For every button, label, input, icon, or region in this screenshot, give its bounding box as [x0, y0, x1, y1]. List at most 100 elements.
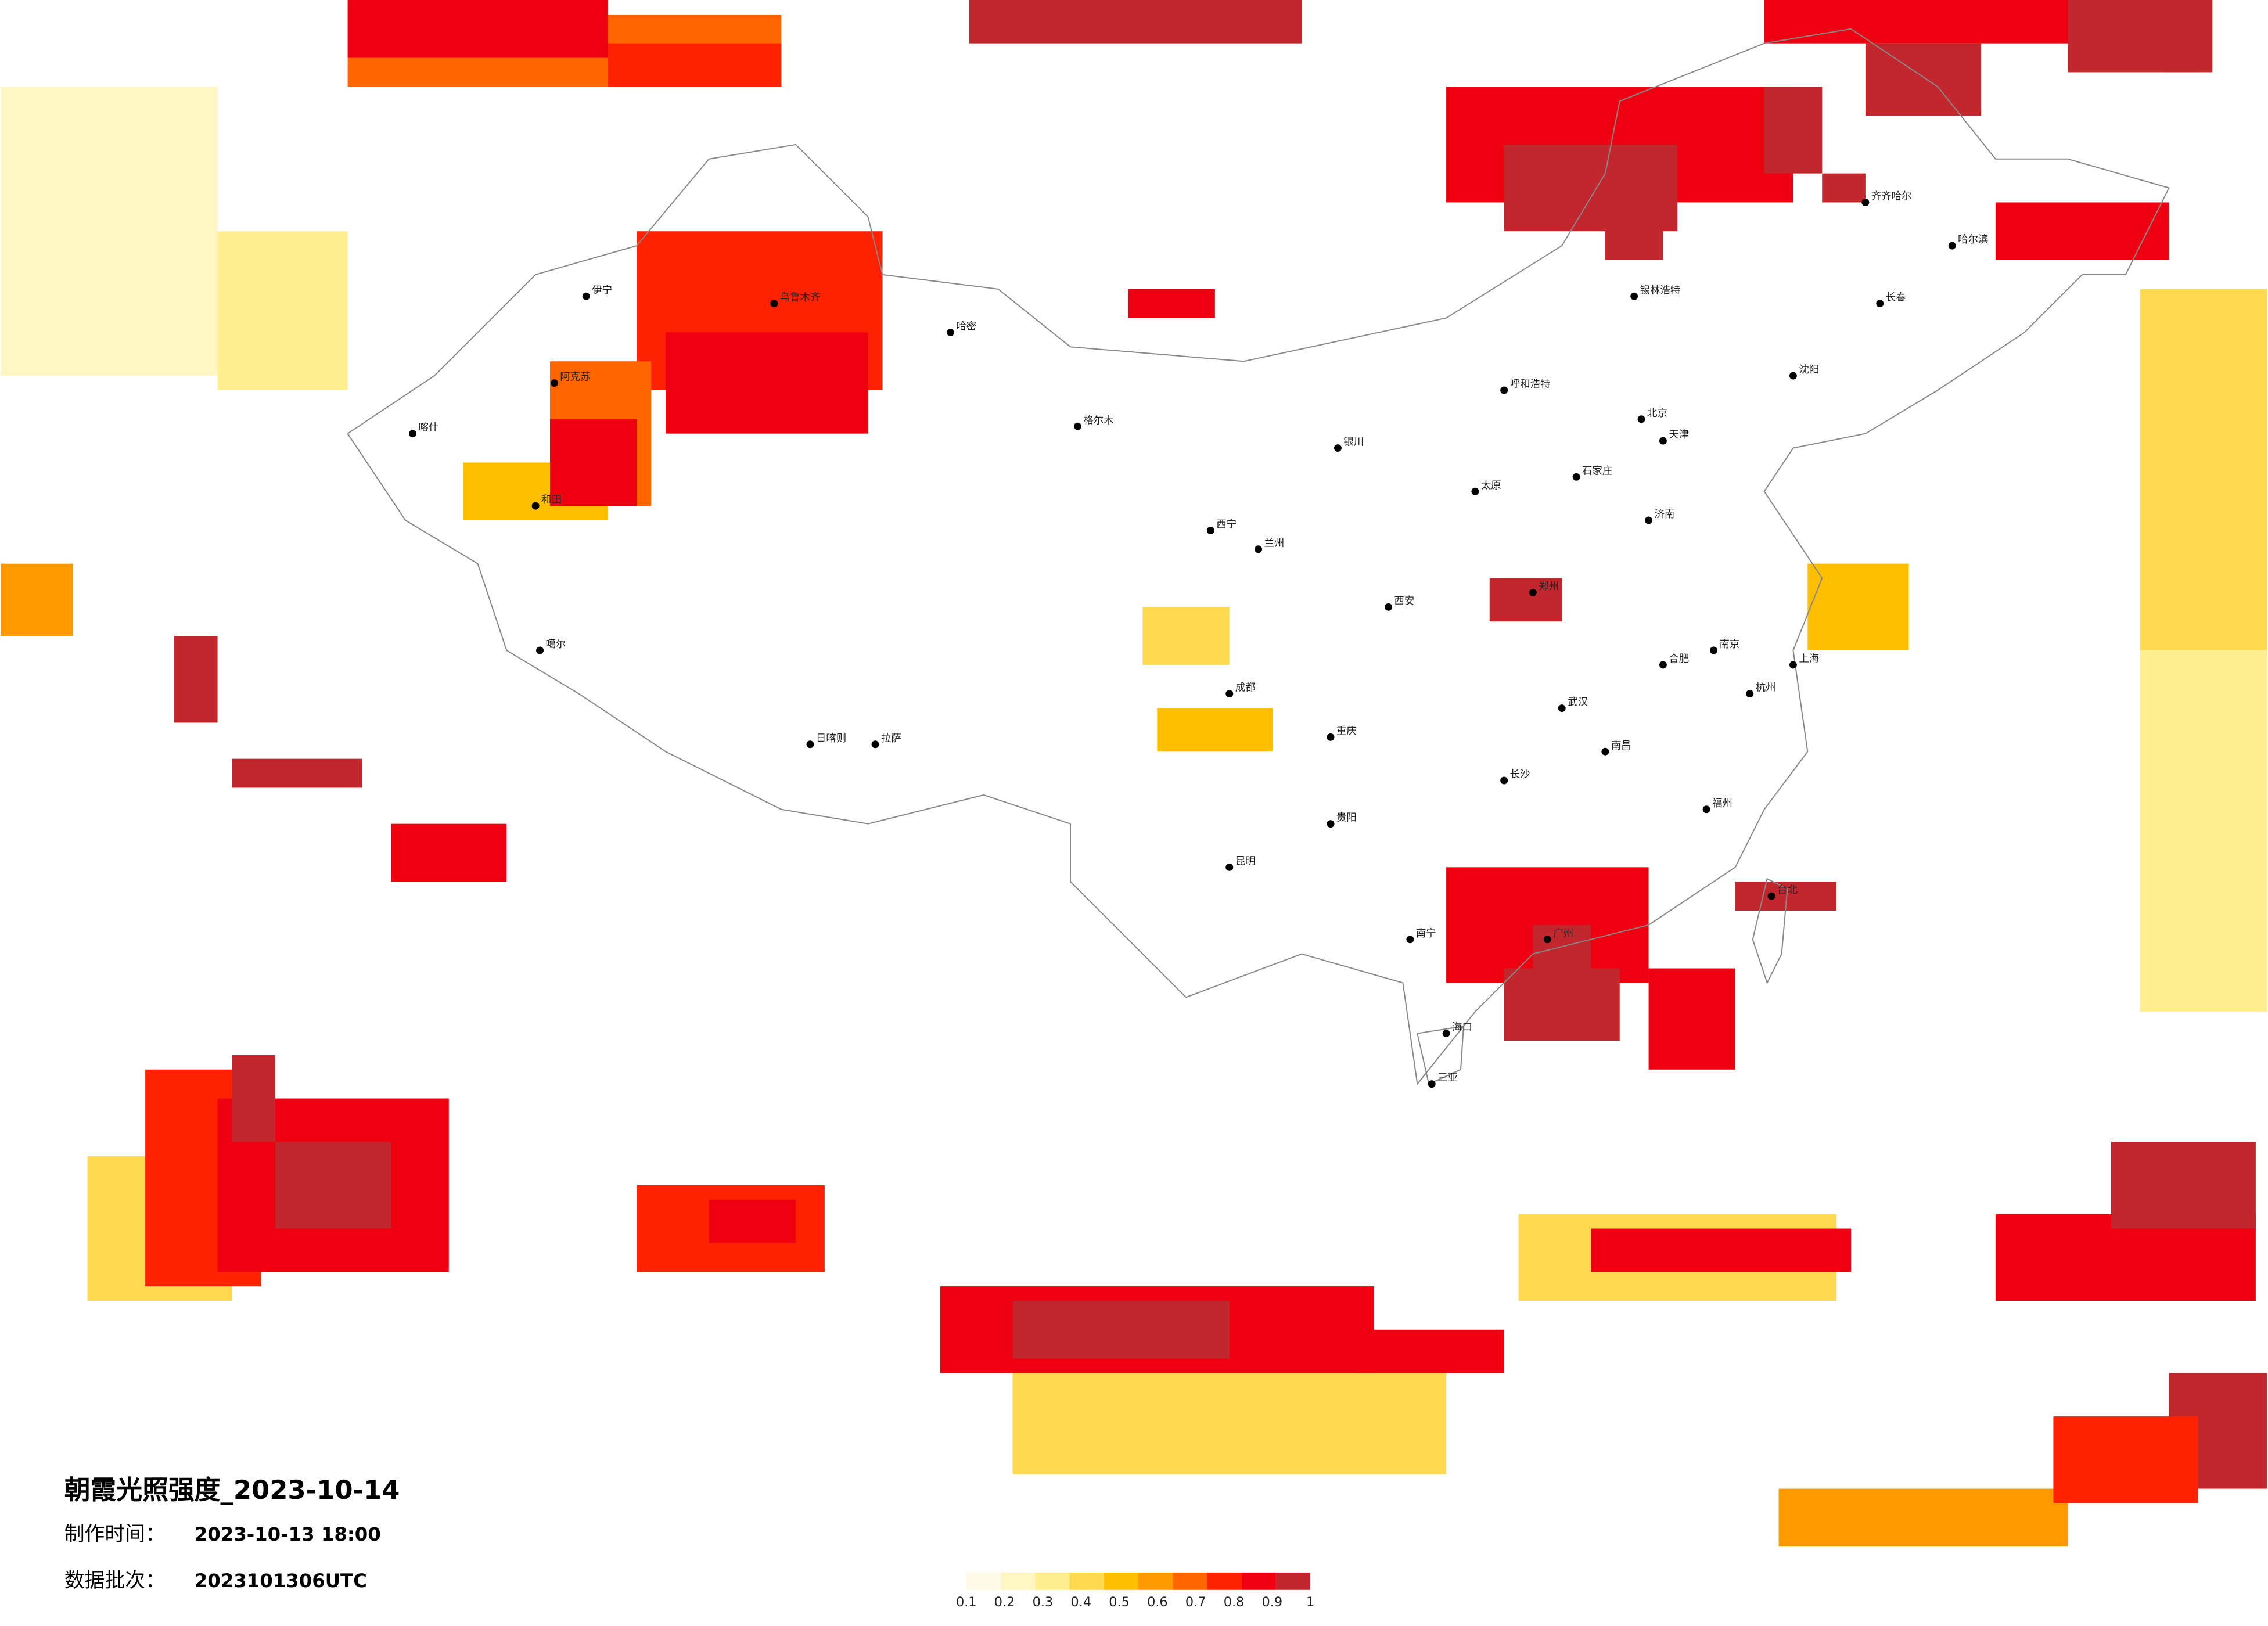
intensity-region: [1012, 1301, 1230, 1359]
city-label: 成都: [1235, 682, 1256, 694]
intensity-region: [709, 1199, 796, 1243]
intensity-region: [347, 0, 608, 58]
city-dot: [1206, 526, 1214, 534]
intensity-region: [217, 231, 348, 390]
intensity-region: [1012, 1358, 1447, 1474]
city-label: 日喀则: [816, 733, 846, 744]
intensity-region: [666, 332, 868, 434]
intensity-region: [2140, 650, 2267, 1012]
intensity-region: [2140, 289, 2267, 650]
intensity-region: [1142, 607, 1230, 665]
city-dot: [582, 292, 590, 300]
intensity-region: [391, 823, 507, 882]
intensity-region: [232, 1055, 276, 1142]
intensity-region: [1, 87, 218, 376]
city-label: 长春: [1886, 292, 1906, 304]
city-label: 呼和浩特: [1510, 379, 1551, 390]
colorbar-tick-label: 0.5: [1109, 1595, 1130, 1610]
city-label: 阿克苏: [560, 372, 590, 383]
colorbar-box: [1207, 1572, 1242, 1590]
colorbar-tick-label: 0.6: [1147, 1595, 1168, 1610]
city-dot: [1406, 936, 1414, 944]
city-label: 昆明: [1235, 855, 1256, 867]
colorbar-tick-label: 0.9: [1262, 1595, 1283, 1610]
city-dot: [1500, 386, 1508, 394]
city-dot: [1789, 661, 1797, 669]
city-dot: [1500, 776, 1508, 785]
intensity-region: [1489, 578, 1562, 622]
intensity-region: [232, 758, 362, 788]
intensity-region: [1504, 968, 1620, 1041]
intensity-region: [1807, 563, 1909, 650]
city-dot: [1710, 646, 1718, 654]
city-label: 台北: [1777, 884, 1798, 896]
city-label: 郑州: [1539, 581, 1559, 592]
intensity-region: [1157, 708, 1273, 752]
city-dot: [1225, 690, 1234, 698]
city-label: 福州: [1712, 798, 1733, 810]
city-dot: [1659, 661, 1667, 669]
city-label: 济南: [1655, 509, 1675, 520]
city-dot: [531, 502, 540, 510]
city-dot: [1645, 516, 1653, 524]
colorbar-box: [1104, 1572, 1138, 1590]
intensity-region: [549, 419, 637, 506]
city-label: 格尔木: [1083, 415, 1113, 426]
city-dot: [1767, 892, 1775, 900]
title: 朝霞光照强度_2023-10-14: [64, 1474, 400, 1505]
city-label: 三亚: [1437, 1073, 1458, 1084]
city-dot: [770, 300, 778, 308]
country-outline: [347, 28, 2170, 1086]
colorbar-box: [1001, 1572, 1036, 1590]
city-label: 喀什: [419, 422, 439, 434]
city-label: 齐齐哈尔: [1871, 190, 1912, 202]
city-dot: [550, 379, 558, 387]
island-outline: [1752, 877, 1788, 985]
city-dot: [1637, 415, 1645, 423]
city-dot: [1572, 473, 1580, 481]
colorbar-box: [1241, 1572, 1276, 1590]
colorbar-box: [1035, 1572, 1070, 1590]
city-label: 和田: [541, 494, 562, 506]
city-dot: [1746, 690, 1754, 698]
city-dot: [1428, 1080, 1436, 1088]
city-label: 长沙: [1510, 769, 1530, 780]
colorbar-tick-label: 0.3: [1033, 1595, 1054, 1610]
colorbar-box: [1138, 1572, 1173, 1590]
city-label: 伊宁: [592, 285, 612, 296]
city-dot: [1471, 487, 1479, 495]
made-label: 制作时间：: [64, 1523, 166, 1546]
intensity-region: [1865, 43, 1981, 116]
city-label: 西安: [1394, 595, 1415, 607]
city-dot: [1876, 300, 1884, 308]
colorbar-box: [966, 1572, 1001, 1590]
city-dot: [806, 740, 814, 749]
city-dot: [946, 328, 954, 336]
city-dot: [1073, 422, 1081, 430]
city-label: 沈阳: [1799, 364, 1819, 376]
colorbar-tick-label: 1: [1306, 1595, 1314, 1610]
city-dot: [1702, 805, 1710, 814]
city-dot: [1385, 603, 1393, 611]
city-dot: [1601, 747, 1609, 756]
intensity-region: [174, 636, 218, 723]
city-dot: [1529, 588, 1537, 596]
city-dot: [1659, 437, 1667, 445]
city-label: 杭州: [1756, 682, 1776, 694]
city-dot: [1255, 545, 1263, 553]
city-label: 锡林浩特: [1640, 285, 1681, 296]
island-outline: [1417, 1025, 1465, 1085]
city-label: 贵阳: [1336, 812, 1357, 824]
city-label: 太原: [1481, 480, 1501, 491]
colorbar-tick-label: 0.7: [1185, 1595, 1206, 1610]
intensity-region: [2053, 1416, 2198, 1503]
city-label: 兰州: [1264, 538, 1285, 549]
intensity-layer: [1, 0, 2267, 1547]
city-dot: [1327, 733, 1335, 741]
intensity-region: [1, 563, 73, 636]
intensity-region: [1648, 968, 1735, 1070]
city-label: 天津: [1669, 429, 1689, 441]
city-label: 合肥: [1669, 653, 1689, 665]
